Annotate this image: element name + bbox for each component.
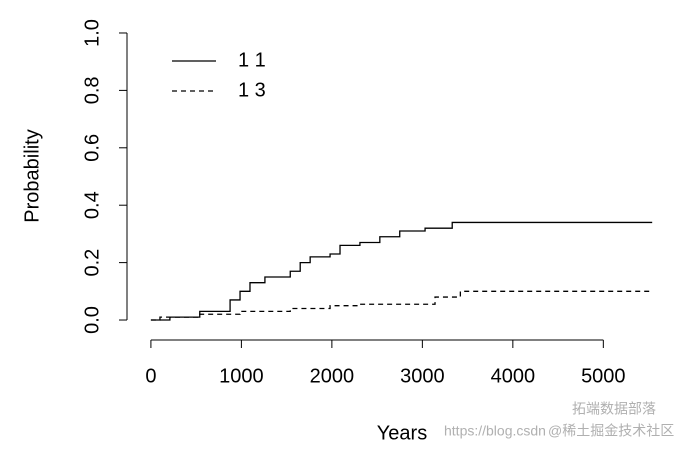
watermark: https://blog.csdn: [444, 423, 546, 439]
y-tick-label: 1.0: [81, 19, 103, 47]
y-tick-label: 0.4: [81, 191, 103, 219]
x-axis-label: Years: [377, 422, 427, 444]
x-tick-label: 3000: [400, 365, 445, 387]
watermark: 拓端数据部落: [572, 401, 656, 417]
y-tick-label: 0.0: [81, 306, 103, 334]
series-line: [150, 221, 653, 321]
legend-label: 1 1: [238, 49, 266, 71]
y-axis-label: Probability: [21, 129, 43, 222]
series-line: [150, 290, 653, 321]
x-tick-label: 1000: [219, 365, 264, 387]
x-tick-label: 2000: [310, 365, 355, 387]
watermark: @稀土掘金技术社区: [548, 423, 674, 439]
y-tick-label: 0.2: [81, 249, 103, 277]
y-tick-label: 0.8: [81, 76, 103, 104]
x-tick-label: 0: [145, 365, 156, 387]
legend-label: 1 3: [238, 79, 266, 101]
x-tick-label: 4000: [491, 365, 536, 387]
y-tick-label: 0.6: [81, 134, 103, 162]
x-tick-label: 5000: [581, 365, 626, 387]
